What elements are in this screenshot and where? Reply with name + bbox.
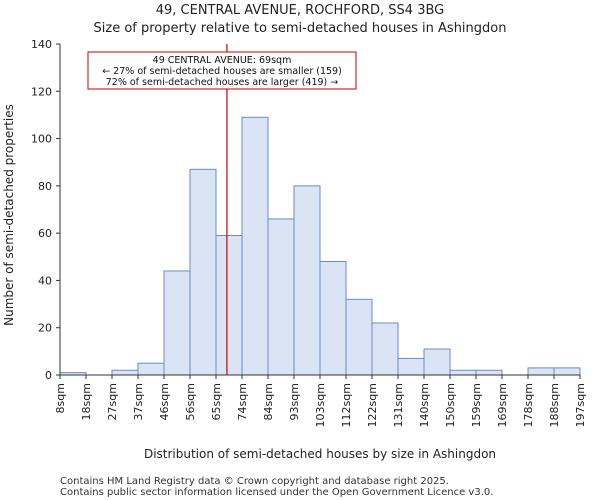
bar-159sqm <box>475 369 503 376</box>
x-tick-label-84sqm: 84sqm <box>262 383 275 420</box>
x-tick-label-122sqm: 122sqm <box>366 383 379 427</box>
bar-112sqm <box>345 298 373 376</box>
plot-area: 0 20 40 60 80 100 120 140 8sqm 18sqm 27sqm 37sqm 46s… <box>31 38 587 427</box>
y-tick-label-140: 140 <box>31 38 52 51</box>
bar-46sqm <box>163 270 191 376</box>
y-tick-label-60: 60 <box>38 227 52 240</box>
x-axis-label: Distribution of semi-detached houses by … <box>144 447 496 461</box>
x-tick-label-159sqm: 159sqm <box>470 383 483 427</box>
x-tick-label-46sqm: 46sqm <box>158 383 171 420</box>
x-tick-label-178sqm: 178sqm <box>522 383 535 427</box>
y-tick-label-100: 100 <box>31 133 52 146</box>
x-tick-label-27sqm: 27sqm <box>106 383 119 420</box>
bar-122sqm <box>371 322 399 376</box>
annotation-line-3: 72% of semi-detached houses are larger (… <box>106 77 339 88</box>
x-tick-label-140sqm: 140sqm <box>418 383 431 427</box>
bar-37sqm <box>137 362 165 376</box>
x-tick-label-74sqm: 74sqm <box>236 383 249 420</box>
y-tick-label-80: 80 <box>38 180 52 193</box>
y-tick-label-40: 40 <box>38 274 52 287</box>
x-tick-label-188sqm: 188sqm <box>548 383 561 427</box>
bar-103sqm <box>319 261 347 376</box>
x-tick-label-56sqm: 56sqm <box>184 383 197 420</box>
bar-74sqm <box>241 116 269 376</box>
bar-65sqm <box>215 235 243 376</box>
bar-56sqm <box>189 168 217 376</box>
y-tick-label-120: 120 <box>31 85 52 98</box>
y-tick-label-20: 20 <box>38 322 52 335</box>
y-tick-label-0: 0 <box>45 369 52 382</box>
bar-140sqm <box>423 348 451 376</box>
x-tick-label-169sqm: 169sqm <box>496 383 509 427</box>
y-axis-label: Number of semi-detached properties <box>2 104 16 326</box>
x-tick-label-103sqm: 103sqm <box>314 383 327 427</box>
bar-188sqm <box>553 367 581 376</box>
bar-27sqm <box>111 369 139 376</box>
x-tick-label-37sqm: 37sqm <box>132 383 145 420</box>
annotation-line-1: 49 CENTRAL AVENUE: 69sqm <box>153 55 292 66</box>
footer-line-2: Contains public sector information licen… <box>60 487 493 498</box>
x-tick-label-65sqm: 65sqm <box>210 383 223 420</box>
x-tick-label-93sqm: 93sqm <box>288 383 301 420</box>
x-tick-label-8sqm: 8sqm <box>54 383 67 413</box>
annotation-line-2: ← 27% of semi-detached houses are smalle… <box>102 66 342 77</box>
x-tick-label-131sqm: 131sqm <box>392 383 405 427</box>
bar-131sqm <box>397 357 425 376</box>
annotation-box <box>87 51 357 90</box>
chart-title: 49, CENTRAL AVENUE, ROCHFORD, SS4 3BG <box>156 3 445 18</box>
bar-150sqm <box>449 369 477 376</box>
footer-line-1: Contains HM Land Registry data © Crown c… <box>60 476 449 487</box>
bar-84sqm <box>267 218 295 376</box>
x-tick-label-18sqm: 18sqm <box>80 383 93 420</box>
x-tick-label-112sqm: 112sqm <box>340 383 353 427</box>
x-tick-label-197sqm: 197sqm <box>574 383 587 427</box>
chart-subtitle: Size of property relative to semi-detach… <box>94 21 507 36</box>
x-tick-label-150sqm: 150sqm <box>444 383 457 427</box>
bar-93sqm <box>293 185 321 376</box>
bar-178sqm <box>527 367 555 376</box>
